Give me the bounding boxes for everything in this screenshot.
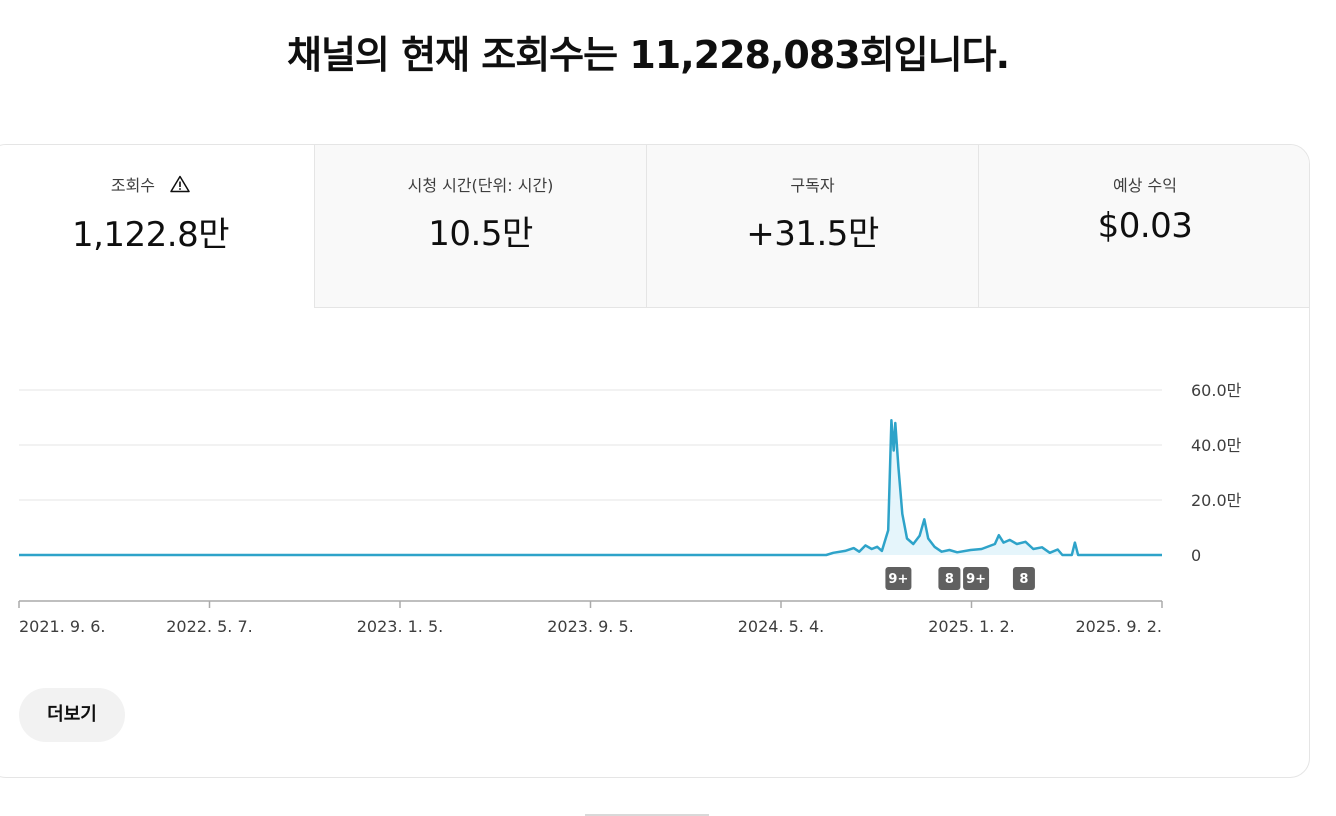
event-marker-label: 8 xyxy=(1019,572,1028,587)
page-title: 채널의 현재 조회수는 11,228,083회입니다. xyxy=(287,33,1010,77)
y-tick-label: 20.0만 xyxy=(1191,491,1242,510)
tab-watch-time[interactable]: 시청 시간(단위: 시간) 10.5만 xyxy=(315,145,647,308)
analytics-card: 조회수 1,122.8만 시청 시간(단위: 시간) 10.5만 구독자 +31… xyxy=(0,144,1310,778)
metric-tabs: 조회수 1,122.8만 시청 시간(단위: 시간) 10.5만 구독자 +31… xyxy=(0,145,1309,308)
tab-revenue-value: $0.03 xyxy=(1097,206,1193,246)
tab-views[interactable]: 조회수 1,122.8만 xyxy=(0,145,315,308)
more-button[interactable]: 더보기 xyxy=(19,688,125,742)
x-tick-label: 2024. 5. 4. xyxy=(738,617,825,636)
x-tick-label: 2023. 9. 5. xyxy=(547,617,634,636)
tab-subscribers[interactable]: 구독자 +31.5만 xyxy=(647,145,979,308)
tab-watch-time-label: 시청 시간(단위: 시간) xyxy=(407,176,554,195)
tab-subscribers-label: 구독자 xyxy=(790,176,835,195)
y-tick-label: 40.0만 xyxy=(1191,436,1242,455)
y-tick-label: 60.0만 xyxy=(1191,381,1242,400)
tab-revenue[interactable]: 예상 수익 $0.03 xyxy=(979,145,1309,308)
warning-icon[interactable] xyxy=(170,175,190,197)
tab-views-value: 1,122.8만 xyxy=(71,215,230,255)
x-tick-label: 2021. 9. 6. xyxy=(19,617,106,636)
tab-subscribers-value: +31.5만 xyxy=(746,214,879,254)
series-line xyxy=(19,419,1162,557)
event-marker-label: 8 xyxy=(945,572,954,587)
tab-revenue-label: 예상 수익 xyxy=(1113,176,1177,195)
event-marker[interactable] xyxy=(963,567,990,590)
event-marker[interactable] xyxy=(1012,567,1035,590)
x-tick-label: 2025. 9. 2. xyxy=(1075,617,1162,636)
tab-watch-time-value: 10.5만 xyxy=(428,214,533,254)
x-tick-label: 2025. 1. 2. xyxy=(928,617,1015,636)
x-tick-label: 2022. 5. 7. xyxy=(166,617,253,636)
event-marker-label: 9+ xyxy=(888,572,908,587)
tab-views-label: 조회수 xyxy=(110,176,156,195)
event-marker[interactable] xyxy=(938,567,961,590)
event-marker[interactable] xyxy=(885,567,912,590)
y-tick-label: 0 xyxy=(1191,546,1201,565)
bottom-divider xyxy=(585,814,709,816)
event-marker-label: 9+ xyxy=(966,572,986,587)
x-tick-label: 2023. 1. 5. xyxy=(357,617,444,636)
